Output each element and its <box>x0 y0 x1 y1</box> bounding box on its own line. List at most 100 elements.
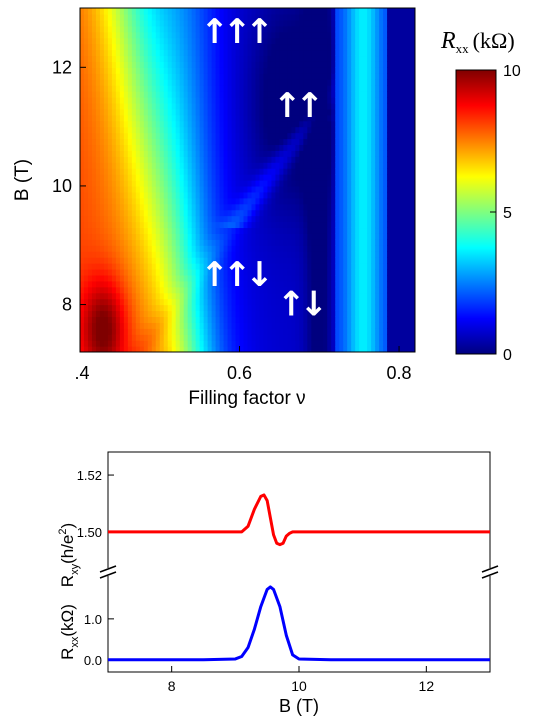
heatmap-cell <box>323 292 328 300</box>
heatmap-cell <box>395 67 400 74</box>
heatmap-cell <box>219 263 225 270</box>
heatmap-cell <box>287 150 292 157</box>
heatmap-cell <box>243 144 249 151</box>
heatmap-cell <box>171 162 177 169</box>
heatmap-cell <box>371 304 376 312</box>
heatmap-cell <box>391 79 396 86</box>
heatmap-cell <box>291 263 296 270</box>
heatmap-cell <box>87 185 93 193</box>
heatmap-cell <box>267 203 273 211</box>
heatmap-cell <box>295 79 300 86</box>
heatmap-cell <box>127 150 133 157</box>
heatmap-cell <box>115 274 121 282</box>
heatmap-cell <box>135 322 141 329</box>
heatmap-cell <box>259 126 265 134</box>
heatmap-cell <box>115 340 121 347</box>
heatmap-cell <box>335 138 340 146</box>
heatmap-cell <box>359 91 364 98</box>
heatmap-cell <box>215 162 221 169</box>
heatmap-cell <box>391 138 396 146</box>
heatmap-cell <box>399 108 404 116</box>
heatmap-cell <box>251 180 257 187</box>
heatmap-cell <box>303 286 308 294</box>
heatmap-cell <box>143 108 149 116</box>
heatmap-cell <box>287 85 292 92</box>
heatmap-cell <box>327 150 332 157</box>
heatmap-cell <box>307 185 312 193</box>
heatmap-cell <box>127 25 133 33</box>
heatmap-cell <box>227 144 233 151</box>
heatmap-cell <box>251 215 257 223</box>
heatmap-cell <box>239 239 245 246</box>
heatmap-cell <box>139 31 145 39</box>
heatmap-cell <box>347 156 352 163</box>
heatmap-cell <box>163 209 169 217</box>
heatmap-cell <box>287 43 292 51</box>
heatmap-cell <box>247 203 253 211</box>
heatmap-cell <box>259 310 265 318</box>
heatmap-cell <box>279 334 284 341</box>
heatmap-cell <box>163 49 169 57</box>
heatmap-cell <box>363 79 368 86</box>
heatmap-cell <box>379 304 384 312</box>
heatmap-cell <box>179 31 185 39</box>
heatmap-cell <box>291 233 296 240</box>
heatmap-cell <box>403 322 408 329</box>
heatmap-cell <box>363 185 368 193</box>
heatmap-cell <box>327 61 332 68</box>
heatmap-cell <box>91 102 97 110</box>
heatmap-cell <box>275 239 281 246</box>
heatmap-cell <box>91 209 97 217</box>
heatmap-cell <box>403 257 408 264</box>
heatmap-cell <box>227 108 233 116</box>
heatmap-cell <box>279 340 284 347</box>
heatmap-cell <box>151 310 157 318</box>
heatmap-cell <box>367 102 372 110</box>
heatmap-cell <box>103 286 109 294</box>
heatmap-cell <box>231 227 237 234</box>
heatmap-cell <box>203 25 209 33</box>
heatmap-cell <box>319 67 324 74</box>
heatmap-cell <box>387 274 392 282</box>
heatmap-cell <box>235 197 241 205</box>
heatmap-cell <box>259 96 265 104</box>
heatmap-cell <box>299 233 304 240</box>
heatmap-cell <box>187 138 193 146</box>
heatmap-cell <box>111 233 117 240</box>
colorbar-tick-label: 0 <box>503 347 512 364</box>
heatmap-cell <box>80 233 85 240</box>
heatmap-cell <box>219 55 225 62</box>
heatmap-cell <box>267 346 273 352</box>
heatmap-cell <box>287 61 292 68</box>
heatmap-cell <box>263 55 269 62</box>
heatmap-cell <box>399 61 404 68</box>
heatmap-cell <box>167 73 173 80</box>
heatmap-cell <box>255 108 261 116</box>
heatmap-cell <box>259 108 265 116</box>
heatmap-cell <box>303 138 308 146</box>
heatmap-cell <box>123 96 129 104</box>
heatmap-cell <box>331 203 336 211</box>
heatmap-cell <box>91 19 97 27</box>
heatmap-cell <box>147 55 153 62</box>
heatmap-cell <box>299 61 304 68</box>
heatmap-cell <box>127 96 133 104</box>
heatmap-cell <box>111 79 117 86</box>
heatmap-cell <box>287 67 292 74</box>
heatmap-cell <box>215 37 221 45</box>
heatmap-cell <box>191 49 197 57</box>
rxy-label-main: R <box>58 575 77 587</box>
heatmap-cell <box>191 185 197 193</box>
heatmap-cell <box>271 91 277 98</box>
heatmap-cell <box>207 162 213 169</box>
heatmap-cell <box>287 168 292 175</box>
heatmap-cell <box>319 49 324 57</box>
heatmap-cell <box>211 328 217 335</box>
heatmap-cell <box>395 340 400 347</box>
heatmap-cell <box>367 132 372 140</box>
heatmap-cell <box>355 274 360 282</box>
heatmap-cell <box>303 310 308 318</box>
heatmap-cell <box>279 168 284 175</box>
heatmap-cell <box>107 138 113 146</box>
heatmap-cell <box>203 340 209 347</box>
